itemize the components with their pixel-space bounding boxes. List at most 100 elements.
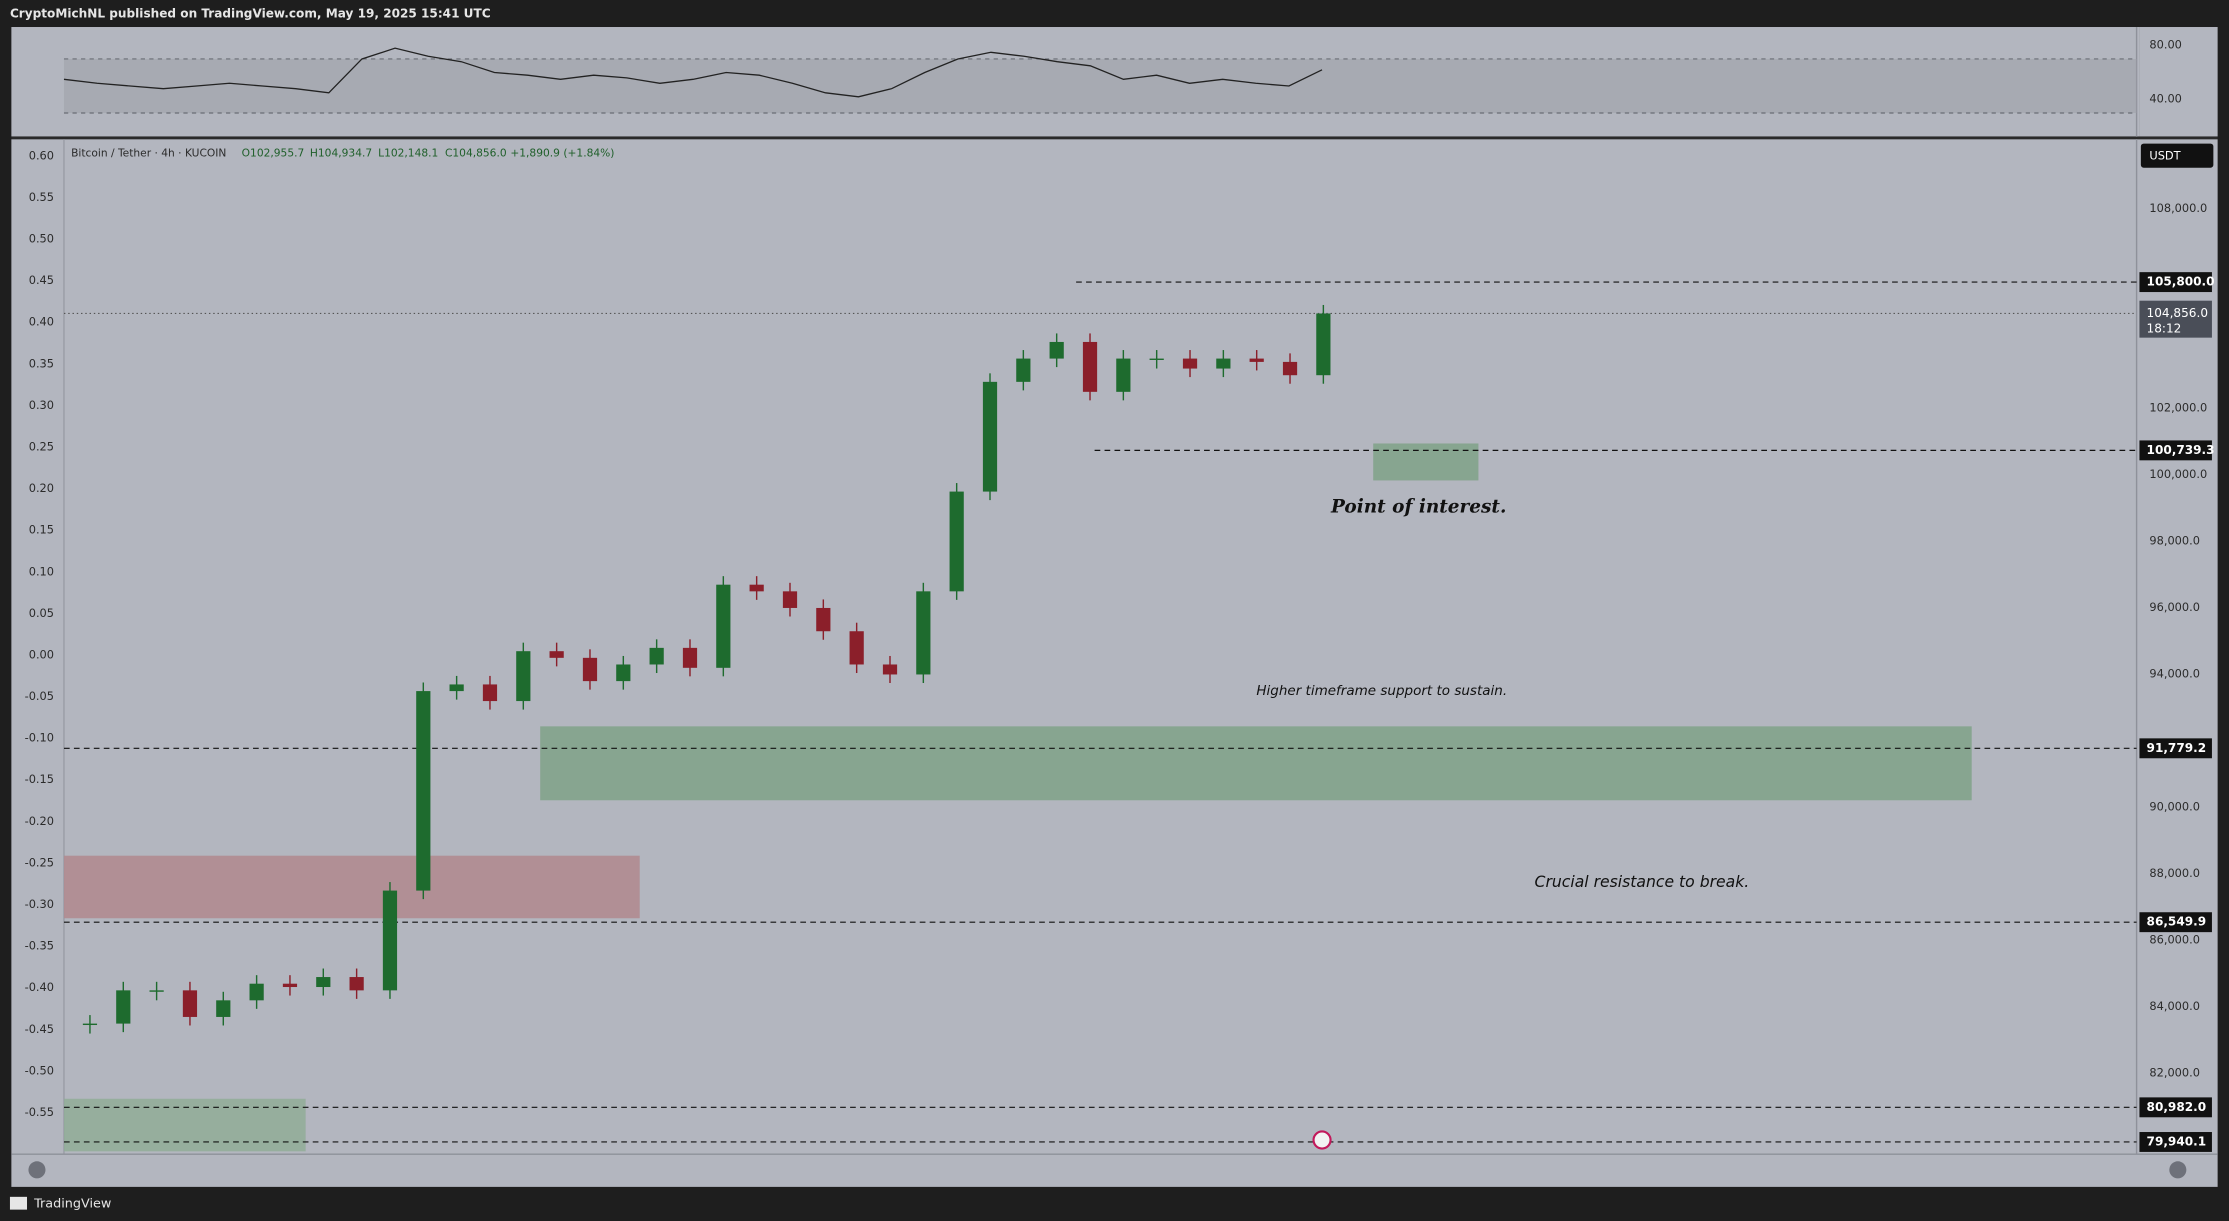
candle xyxy=(816,607,831,632)
candle xyxy=(749,584,764,592)
price-tick-label: 88,000.0 xyxy=(2149,866,2200,880)
left-tick-label: -0.45 xyxy=(25,1022,54,1036)
countdown-label: 18:12 xyxy=(2147,322,2182,336)
indicator-axis xyxy=(2139,27,2218,137)
event-marker[interactable] xyxy=(1312,1130,1332,1150)
candle xyxy=(516,651,531,702)
level-label: 80,982.0 xyxy=(2147,1100,2207,1114)
candle xyxy=(1249,358,1264,362)
candle xyxy=(349,977,364,991)
candle xyxy=(82,1023,98,1026)
price-tick-label: 86,000.0 xyxy=(2149,932,2200,946)
candle xyxy=(182,990,198,1017)
currency-button[interactable] xyxy=(2140,143,2214,168)
indicator-tick-label: 80.00 xyxy=(2149,37,2182,51)
left-tick-label: 0.55 xyxy=(29,190,54,204)
settings-button[interactable] xyxy=(2169,1161,2187,1179)
left-tick-label: -0.50 xyxy=(25,1063,54,1077)
candle xyxy=(416,691,431,891)
scroll-left-button[interactable] xyxy=(28,1161,46,1179)
level-label-box xyxy=(2139,272,2212,293)
candle xyxy=(1049,341,1064,359)
candle xyxy=(1149,358,1164,361)
currency-label[interactable]: USDT xyxy=(2149,148,2180,162)
symbol-name: Bitcoin / Tether · 4h · KUCOIN xyxy=(71,147,226,160)
left-tick-label: 0.30 xyxy=(29,398,54,412)
drawing-layer: 108,000.0 102,000.0 100,000.0 98,000.0 96,00… xyxy=(25,37,2215,1175)
level-label-box xyxy=(2139,1097,2212,1118)
footer-logo xyxy=(9,1196,28,1210)
annotation-support: Higher timeframe support to sustain. xyxy=(1256,683,1507,699)
main-pane xyxy=(11,139,2218,1155)
candle xyxy=(1016,358,1031,382)
price-tick-label: 90,000.0 xyxy=(2149,799,2200,813)
left-tick-label: -0.15 xyxy=(25,772,54,786)
lower-zone xyxy=(63,1098,306,1152)
candle xyxy=(482,684,498,702)
candle xyxy=(916,591,931,675)
candle xyxy=(449,684,464,692)
resistance-zone xyxy=(63,855,640,919)
candle xyxy=(249,983,264,1001)
candle xyxy=(216,1000,231,1017)
left-tick-label: 0.60 xyxy=(29,148,54,162)
candle xyxy=(316,977,331,988)
candle xyxy=(649,647,664,665)
left-tick-label: 0.35 xyxy=(29,356,54,370)
ohlc-change: +1,890.9 (+1.84%) xyxy=(510,147,614,160)
poi-zone xyxy=(1373,443,1479,481)
level-label-box xyxy=(2139,1132,2212,1152)
indicator-line xyxy=(63,47,1323,98)
candle xyxy=(1282,361,1298,376)
left-tick-label: -0.30 xyxy=(25,897,54,911)
candle xyxy=(716,584,731,668)
price-tick-label: 108,000.0 xyxy=(2149,201,2207,215)
candle xyxy=(882,664,898,675)
price-tick-label: 98,000.0 xyxy=(2149,533,2200,547)
left-tick-label: 0.40 xyxy=(29,315,54,329)
candle xyxy=(1116,358,1131,392)
candle xyxy=(116,990,131,1024)
left-tick-label: 0.20 xyxy=(29,481,54,495)
annotation-resistance: Crucial resistance to break. xyxy=(1535,872,1750,891)
candle xyxy=(1082,341,1098,392)
ohlc-high: H104,934.7 xyxy=(310,147,372,160)
left-tick-label: -0.35 xyxy=(25,939,54,953)
candle xyxy=(949,491,964,592)
ohlc-low: L102,148.1 xyxy=(378,147,438,160)
level-label: 100,739.3 xyxy=(2147,443,2215,457)
candle xyxy=(1182,358,1198,369)
left-tick-label: 0.45 xyxy=(29,273,54,287)
time-axis xyxy=(11,1154,2218,1187)
level-label: 79,940.1 xyxy=(2147,1134,2207,1148)
left-tick-label: -0.10 xyxy=(25,731,54,745)
left-tick-label: 0.05 xyxy=(29,606,54,620)
price-tick-label: 84,000.0 xyxy=(2149,999,2200,1013)
level-label-box xyxy=(2139,738,2212,759)
left-tick-label: 0.00 xyxy=(29,647,54,661)
candle xyxy=(616,664,631,682)
candle xyxy=(582,657,598,682)
candle xyxy=(149,990,164,992)
left-tick-label: -0.55 xyxy=(25,1105,54,1119)
candle xyxy=(1216,358,1231,369)
publisher-header: CryptoMichNL published on TradingView.co… xyxy=(10,7,491,21)
level-label-box xyxy=(2139,912,2212,933)
price-tick-label: 82,000.0 xyxy=(2149,1065,2200,1079)
price-tick-label: 100,000.0 xyxy=(2149,467,2207,481)
left-tick-label: -0.05 xyxy=(25,689,54,703)
price-tick-label: 102,000.0 xyxy=(2149,400,2207,414)
ohlc-close: C104,856.0 xyxy=(445,147,507,160)
annotation-poi: Point of interest. xyxy=(1330,496,1506,517)
price-tick-label: 94,000.0 xyxy=(2149,666,2200,680)
indicator-band xyxy=(63,58,2137,114)
left-tick-label: 0.15 xyxy=(29,523,54,537)
left-tick-label: 0.25 xyxy=(29,440,54,454)
candle xyxy=(549,651,564,658)
support-zone xyxy=(540,726,1972,801)
level-label: 86,549.9 xyxy=(2147,915,2207,929)
candle xyxy=(682,647,698,668)
left-tick-label: 0.50 xyxy=(29,232,54,246)
